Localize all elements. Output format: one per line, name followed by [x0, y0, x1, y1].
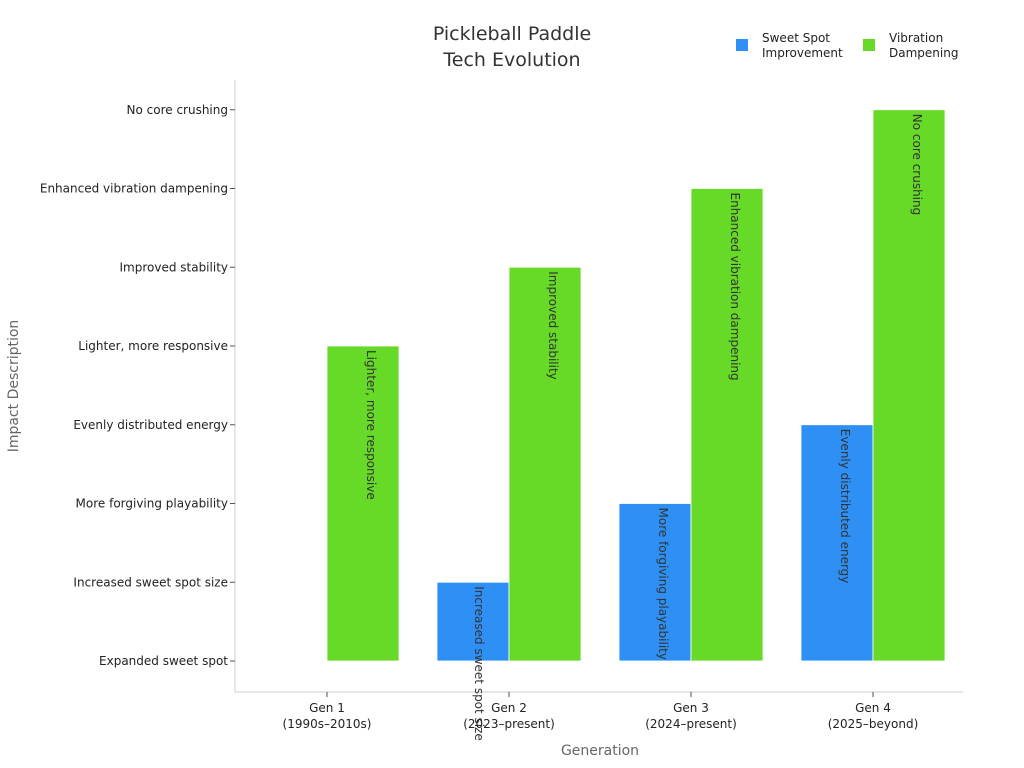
- bar-sweet-spot: [618, 503, 692, 662]
- y-axis-label: Impact Description: [6, 320, 22, 453]
- bar-label: More forgiving playability: [656, 508, 670, 660]
- x-tick-label: Gen 4: [855, 701, 891, 715]
- bar-vibration: [508, 266, 582, 662]
- chart-title-line: Tech Evolution: [442, 49, 580, 71]
- x-tick-label: Gen 2: [491, 701, 527, 715]
- x-axis-label: Generation: [561, 743, 639, 759]
- legend-swatch: [736, 39, 748, 51]
- y-tick-label: Increased sweet spot size: [73, 575, 228, 589]
- bar-label: Increased sweet spot size: [472, 586, 486, 741]
- x-tick-label: (2025–beyond): [828, 717, 919, 731]
- x-tick-label: (2023–present): [463, 717, 555, 731]
- chart-title: Pickleball Paddle Tech Evolution: [433, 23, 591, 71]
- y-tick-label: No core crushing: [127, 103, 229, 117]
- y-tick-label: More forgiving playability: [76, 497, 228, 511]
- x-tick-label: (1990s–2010s): [283, 717, 372, 731]
- bar-vibration: [872, 109, 946, 662]
- legend-label: Vibration: [889, 31, 943, 45]
- y-tick-label: Evenly distributed energy: [73, 418, 228, 432]
- bar-sweet-spot: [436, 581, 510, 662]
- bar-label: No core crushing: [910, 114, 924, 216]
- y-tick-label: Improved stability: [119, 260, 228, 274]
- bar-label: Improved stability: [546, 271, 560, 380]
- bar-label: Lighter, more responsive: [364, 350, 378, 500]
- axes: [234, 80, 963, 693]
- x-tick-label: (2024–present): [645, 717, 737, 731]
- legend-label: Improvement: [762, 46, 843, 60]
- legend-label: Sweet Spot: [762, 31, 830, 45]
- bar-vibration: [326, 345, 400, 662]
- bar-vibration: [690, 188, 764, 662]
- y-tick-label: Expanded sweet spot: [99, 654, 228, 668]
- bar-label: Evenly distributed energy: [838, 429, 852, 584]
- y-tick-label: Enhanced vibration dampening: [40, 182, 228, 196]
- x-tick-label: Gen 3: [673, 701, 709, 715]
- x-axis-ticks: Gen 1 (1990s–2010s) Gen 2 (2023–present) Gen…: [283, 692, 919, 731]
- y-axis-ticks: Expanded sweet spot Increased sweet spot …: [40, 103, 235, 668]
- y-tick-label: Lighter, more responsive: [78, 339, 228, 353]
- bar-sweet-spot: [800, 424, 874, 662]
- x-tick-label: Gen 1: [309, 701, 345, 715]
- legend-label: Dampening: [889, 46, 958, 60]
- chart-title-line: Pickleball Paddle: [433, 23, 591, 45]
- legend-swatch: [863, 39, 875, 51]
- bar-label: Enhanced vibration dampening: [728, 193, 742, 381]
- bars: Increased sweet spot size More forgiving …: [326, 109, 946, 741]
